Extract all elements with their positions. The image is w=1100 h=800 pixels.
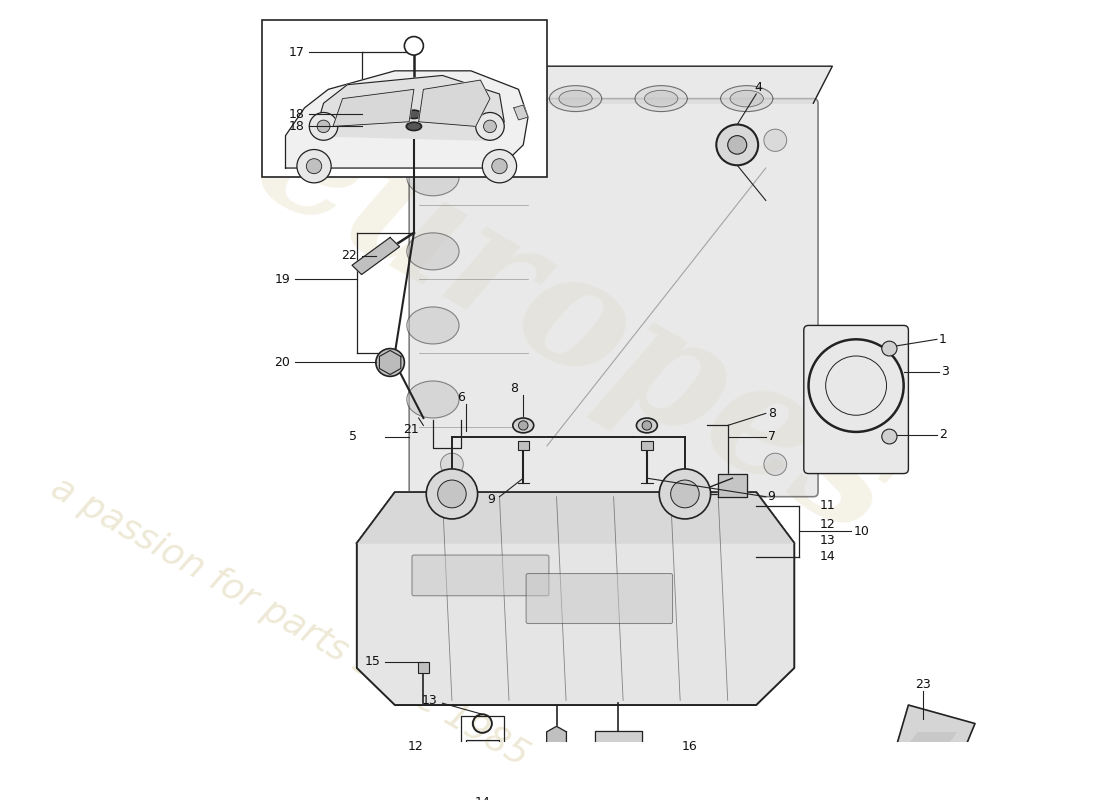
Text: 21: 21	[403, 422, 419, 436]
Polygon shape	[356, 492, 794, 543]
Text: 13: 13	[820, 534, 836, 546]
Polygon shape	[314, 75, 504, 140]
Circle shape	[427, 469, 477, 519]
Circle shape	[306, 158, 321, 174]
Polygon shape	[547, 726, 567, 749]
Text: europes: europes	[229, 81, 922, 570]
Text: 18: 18	[288, 108, 305, 121]
Bar	[517, 441, 529, 450]
Text: 10: 10	[854, 525, 869, 538]
Polygon shape	[718, 474, 747, 497]
Circle shape	[309, 113, 338, 140]
Ellipse shape	[513, 418, 534, 433]
Ellipse shape	[549, 86, 602, 111]
Circle shape	[440, 129, 463, 151]
Polygon shape	[904, 733, 956, 751]
Polygon shape	[595, 731, 642, 758]
Text: 19: 19	[275, 273, 290, 286]
Ellipse shape	[407, 233, 459, 270]
Text: 14: 14	[474, 796, 491, 800]
Text: 11: 11	[820, 499, 836, 513]
Text: 9: 9	[487, 493, 495, 506]
Ellipse shape	[406, 110, 421, 118]
Text: 5: 5	[349, 430, 356, 443]
Text: 8: 8	[768, 407, 776, 420]
Ellipse shape	[730, 90, 763, 107]
Text: 12: 12	[408, 740, 424, 753]
Text: 6: 6	[458, 391, 465, 404]
Circle shape	[518, 421, 528, 430]
Text: 16: 16	[682, 740, 697, 753]
Circle shape	[492, 158, 507, 174]
Circle shape	[728, 136, 747, 154]
Circle shape	[376, 349, 405, 376]
FancyBboxPatch shape	[804, 326, 909, 474]
FancyBboxPatch shape	[412, 555, 549, 596]
Text: 22: 22	[341, 250, 356, 262]
Text: 12: 12	[820, 518, 836, 531]
Text: 4: 4	[755, 81, 762, 94]
Polygon shape	[286, 71, 528, 168]
Circle shape	[297, 150, 331, 183]
Circle shape	[671, 480, 700, 508]
Text: 3: 3	[940, 366, 948, 378]
Text: 7: 7	[768, 430, 776, 443]
Ellipse shape	[407, 158, 459, 196]
Ellipse shape	[635, 86, 688, 111]
Ellipse shape	[637, 418, 658, 433]
Circle shape	[882, 341, 896, 356]
Bar	[262, 20, 547, 178]
Polygon shape	[379, 350, 400, 374]
Circle shape	[763, 129, 786, 151]
Text: 17: 17	[288, 46, 305, 59]
Circle shape	[659, 469, 711, 519]
Polygon shape	[356, 492, 794, 705]
FancyBboxPatch shape	[526, 574, 672, 623]
Polygon shape	[466, 740, 499, 758]
Ellipse shape	[473, 90, 507, 107]
Text: 20: 20	[274, 356, 290, 369]
Text: 18: 18	[288, 120, 305, 133]
Bar	[418, 662, 429, 673]
Circle shape	[317, 120, 330, 133]
Circle shape	[405, 37, 424, 55]
Circle shape	[716, 125, 758, 166]
FancyBboxPatch shape	[409, 98, 818, 497]
Circle shape	[483, 150, 517, 183]
Circle shape	[642, 421, 651, 430]
Ellipse shape	[464, 86, 516, 111]
Text: 1: 1	[938, 333, 947, 346]
Bar	[641, 441, 652, 450]
Text: 23: 23	[915, 678, 931, 691]
Polygon shape	[890, 705, 975, 770]
Ellipse shape	[559, 90, 592, 107]
Ellipse shape	[407, 381, 459, 418]
Polygon shape	[333, 90, 414, 126]
Ellipse shape	[407, 307, 459, 344]
Circle shape	[882, 429, 896, 444]
Circle shape	[484, 120, 496, 133]
Circle shape	[438, 480, 466, 508]
Polygon shape	[352, 238, 399, 274]
Text: 13: 13	[422, 694, 438, 707]
Ellipse shape	[645, 90, 678, 107]
Polygon shape	[419, 80, 490, 126]
Text: 2: 2	[938, 428, 947, 441]
Circle shape	[763, 453, 786, 475]
Text: 14: 14	[820, 550, 836, 563]
Polygon shape	[414, 66, 833, 103]
Text: 9: 9	[768, 490, 776, 503]
Polygon shape	[514, 105, 528, 120]
Text: 15: 15	[365, 655, 381, 668]
Circle shape	[440, 453, 463, 475]
Ellipse shape	[406, 122, 421, 130]
Circle shape	[475, 113, 504, 140]
Text: a passion for parts since 1985: a passion for parts since 1985	[45, 470, 535, 773]
Text: 8: 8	[509, 382, 518, 395]
Ellipse shape	[720, 86, 773, 111]
